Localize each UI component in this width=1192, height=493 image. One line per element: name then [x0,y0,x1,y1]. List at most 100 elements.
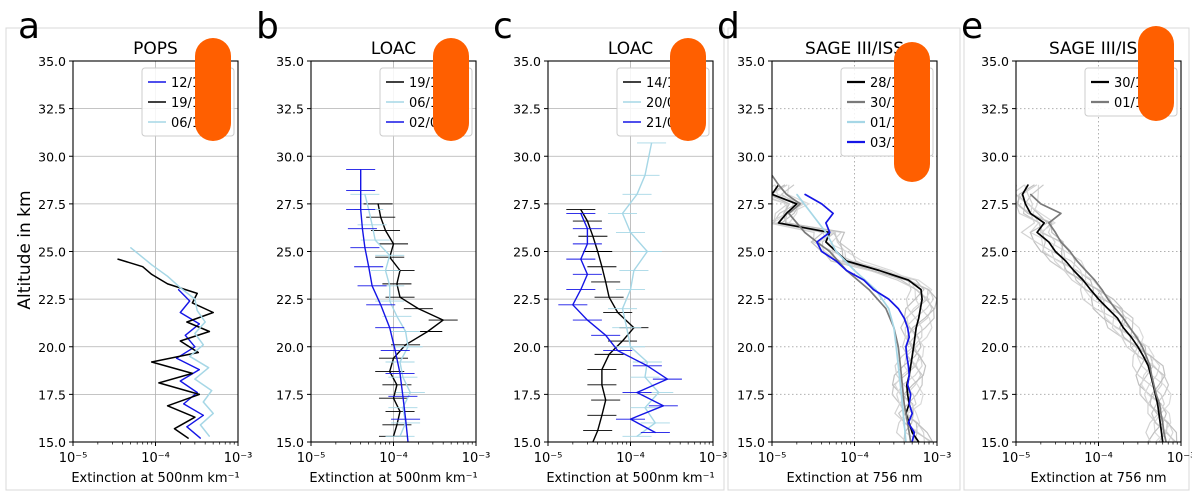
data-point [396,283,398,285]
y-tick-label: 15.0 [981,435,1009,450]
ensemble-profile [1016,184,1172,442]
y-tick-label: 30.0 [513,149,541,164]
data-point [907,365,909,367]
series-line [796,193,907,442]
data-point [1107,308,1109,310]
data-point [207,367,210,369]
y-tick-label: 22.5 [276,292,304,307]
y-tick-label: 35.0 [737,54,765,69]
data-point [572,304,574,306]
data-point [179,380,181,382]
panel-letter: d [717,6,740,47]
data-point [1136,336,1138,338]
y-tick-label: 15.0 [513,435,541,450]
panel-c: c LOAC 15.0 17.5 20.0 22.5 25.0 27.5 30.0 32.5 35.… [493,6,727,486]
data-point [194,332,196,335]
axes-frame [771,60,938,443]
data-point [629,418,632,420]
data-point [1145,355,1147,357]
data-point [796,203,798,205]
chart-title: SAGE III/ISS [805,39,904,59]
data-point [799,203,801,205]
data-point [821,203,823,205]
data-point [785,193,788,195]
data-point [601,266,603,268]
y-tick-label: 25.0 [737,245,765,260]
data-point [364,247,366,249]
series-line [130,247,214,437]
data-point [903,317,905,319]
data-point [825,241,827,243]
data-point [605,399,607,401]
data-point [804,193,806,195]
data-point [621,212,624,214]
series-03-11-22 [804,193,916,442]
data-point [863,279,865,281]
data-point [918,317,920,319]
series-19-10-22 [117,258,214,439]
y-tick-label: 27.5 [981,197,1009,212]
data-point [586,273,588,275]
series-20-01-23 [607,142,674,437]
data-point [903,422,905,424]
data-point [911,431,913,434]
data-point [202,344,204,346]
data-point [629,231,632,234]
data-point [211,389,213,392]
data-point [906,355,908,357]
x-tick-label: 10⁻⁵ [1002,451,1031,466]
data-point [629,346,632,348]
data-point [897,346,899,348]
data-point [142,266,144,268]
y-tick-label: 30.0 [981,149,1009,164]
data-point [910,365,912,367]
data-point [920,289,922,291]
x-tick-label: 10⁻⁴ [379,451,408,466]
data-point [389,254,391,256]
data-point [392,243,395,245]
x-tick-label: 10⁻³ [923,451,952,466]
y-tick-label: 20.0 [38,340,66,355]
data-point [196,391,198,394]
data-point [204,321,206,323]
data-point [404,418,407,420]
data-point [911,412,913,415]
data-point [166,283,169,285]
x-axis-label: Extinction at 500nm km⁻¹ [309,471,477,486]
frame-e [963,27,1190,491]
data-point [212,311,214,314]
y-tick-label: 20.0 [981,340,1009,355]
data-point [893,327,895,329]
data-point [186,321,188,323]
x-axis-label: Extinction at 756 nm [786,471,922,486]
data-point [845,269,848,272]
data-point [901,384,903,386]
data-point [1021,193,1024,195]
ensemble-profile [772,184,937,442]
x-tick-label: 10⁻³ [224,451,253,466]
data-point [361,228,364,230]
data-point [906,393,909,395]
y-tick-label: 17.5 [737,387,765,402]
y-tick-label: 35.0 [981,54,1009,69]
data-point [1073,269,1075,272]
data-point [788,212,790,214]
data-point [597,429,599,432]
data-point [914,336,916,338]
axes-frame [72,60,239,443]
y-tick-label: 22.5 [513,292,541,307]
data-point [644,376,646,378]
axes-frame [1015,60,1182,443]
data-point [621,340,624,342]
highlight-marker [894,42,930,182]
series-02-06-23 [346,168,423,442]
data-point [427,330,429,333]
x-tick-label: 10⁻⁵ [297,451,326,466]
data-point [402,376,404,378]
data-point [208,330,210,333]
data-point [399,372,401,375]
data-point [177,289,180,291]
y-tick-label: 25.0 [38,245,66,260]
data-point [1054,231,1056,234]
series-line [772,184,923,442]
